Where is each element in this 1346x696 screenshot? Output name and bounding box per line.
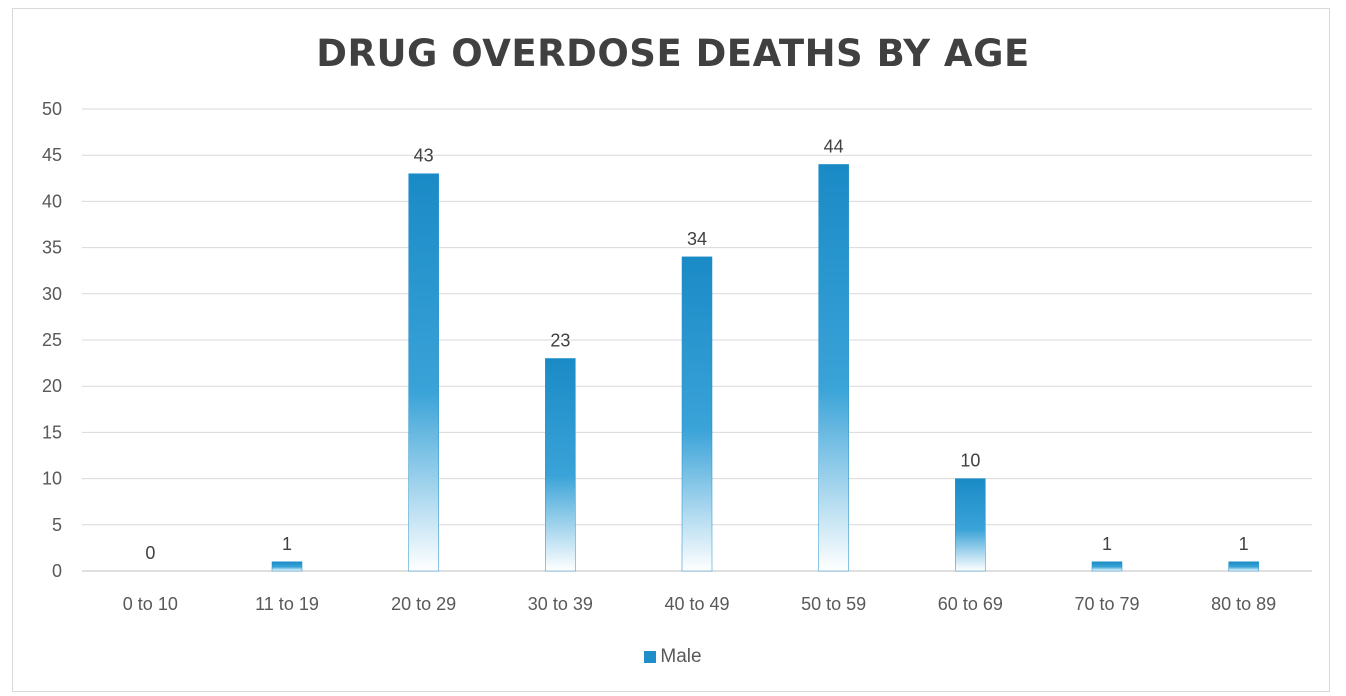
y-tick-label: 45 — [42, 145, 62, 165]
data-label: 1 — [282, 534, 292, 554]
x-tick-label: 80 to 89 — [1211, 594, 1276, 614]
data-label: 23 — [550, 330, 570, 350]
y-tick-label: 15 — [42, 422, 62, 442]
data-label: 44 — [824, 136, 844, 156]
data-label: 0 — [145, 543, 155, 563]
data-label: 34 — [687, 229, 707, 249]
x-tick-label: 60 to 69 — [938, 594, 1003, 614]
x-tick-label: 11 to 19 — [255, 594, 319, 614]
y-tick-label: 50 — [42, 99, 62, 119]
y-axis: 0 5 10 15 20 25 30 35 40 45 50 — [42, 99, 62, 581]
x-tick-label: 70 to 79 — [1074, 594, 1139, 614]
x-tick-label: 30 to 39 — [528, 594, 593, 614]
bar — [271, 561, 303, 572]
y-tick-label: 5 — [52, 515, 62, 535]
legend-label-male: Male — [660, 646, 702, 667]
data-label: 1 — [1239, 534, 1249, 554]
x-tick-label: 40 to 49 — [664, 594, 729, 614]
y-tick-label: 25 — [42, 330, 62, 350]
x-tick-label: 50 to 59 — [801, 594, 866, 614]
bar — [955, 478, 986, 572]
data-label: 10 — [960, 451, 980, 471]
bar — [1091, 561, 1123, 572]
chart-title: DRUG OVERDOSE DEATHS BY AGE — [316, 32, 1030, 75]
data-label: 1 — [1102, 534, 1112, 554]
bars — [271, 164, 1259, 572]
x-axis: 0 to 10 11 to 19 20 to 29 30 to 39 40 to 49 5… — [123, 594, 1276, 614]
y-tick-label: 10 — [42, 469, 62, 489]
y-tick-label: 40 — [42, 191, 62, 211]
bar — [1228, 561, 1259, 572]
y-tick-label: 20 — [42, 376, 62, 396]
bar — [818, 164, 849, 572]
legend: Male — [0, 646, 1346, 668]
x-tick-label: 0 to 10 — [123, 594, 178, 614]
data-label: 43 — [414, 146, 434, 166]
bar — [545, 358, 576, 572]
x-tick-label: 20 to 29 — [391, 594, 456, 614]
y-tick-label: 0 — [52, 561, 62, 581]
y-tick-label: 30 — [42, 284, 62, 304]
y-tick-label: 35 — [42, 238, 62, 258]
chart-frame — [12, 8, 1330, 692]
legend-swatch-male — [644, 651, 657, 663]
bar — [681, 256, 713, 572]
bar — [408, 173, 439, 572]
data-labels: 0 1 43 23 34 44 10 1 1 — [145, 136, 1248, 563]
